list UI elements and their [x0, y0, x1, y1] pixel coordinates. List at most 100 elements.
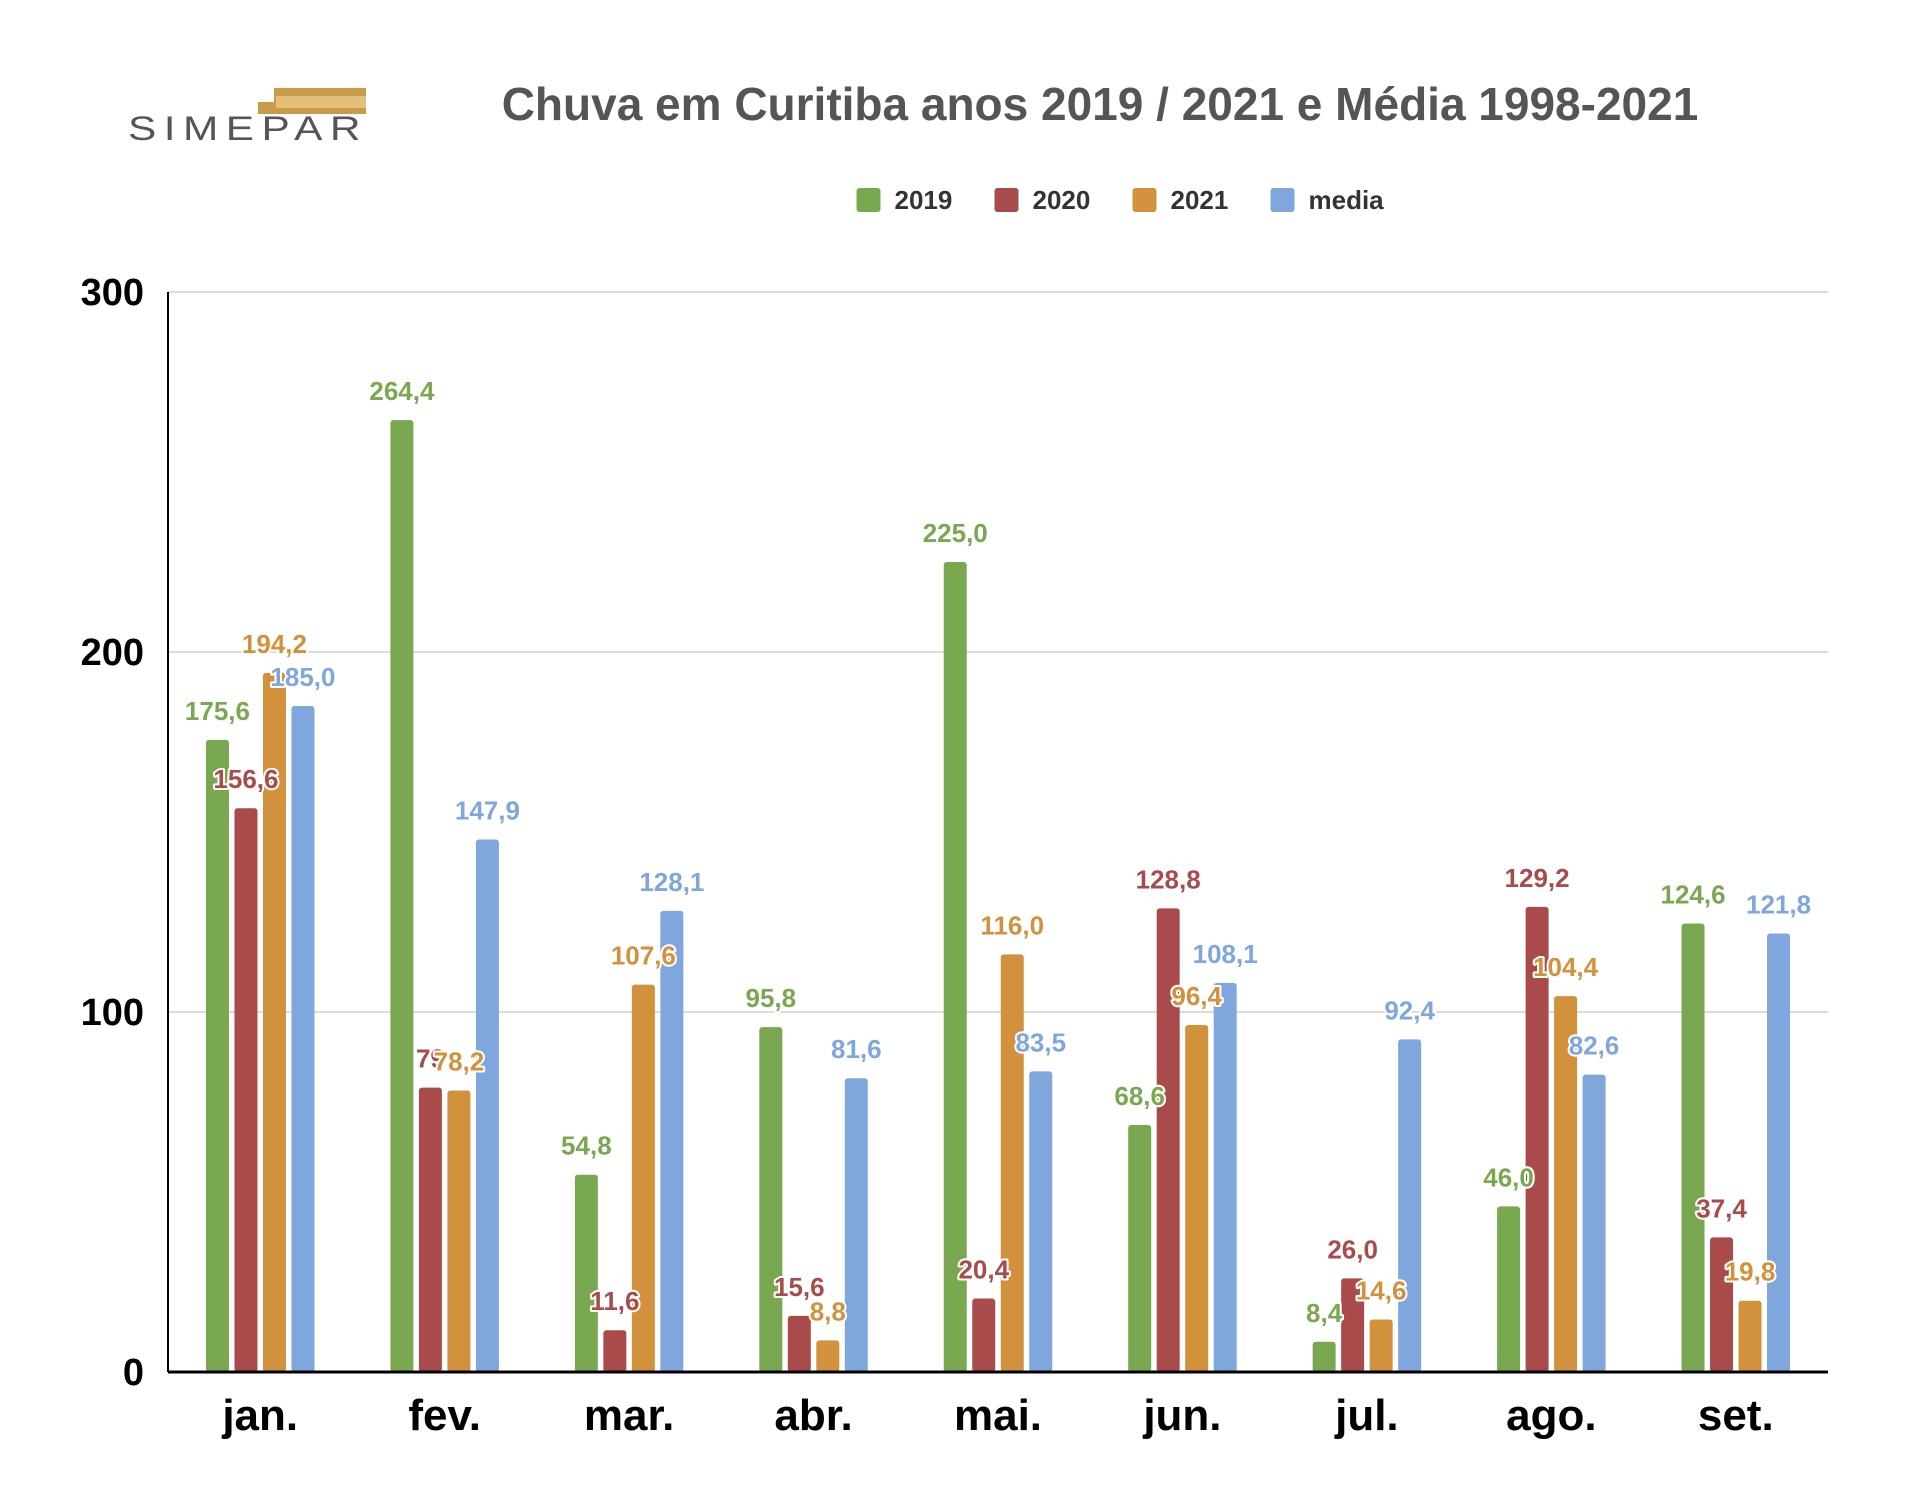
bars	[205, 420, 1791, 1372]
data-label-2021-1: 78,2	[434, 1046, 485, 1076]
legend-swatch-2019	[856, 188, 881, 212]
bar-2021-2	[631, 984, 655, 1372]
bar-media-3	[844, 1078, 868, 1372]
data-label-2019-6: 8,4	[1306, 1298, 1343, 1328]
x-tick-label: ago.	[1506, 1391, 1596, 1440]
bar-2021-1	[447, 1090, 471, 1372]
x-tick-label: set.	[1698, 1391, 1774, 1440]
logo-mark-cut	[258, 88, 274, 102]
x-tick-label: fev.	[408, 1391, 481, 1440]
data-label-2020-3: 15,6	[774, 1272, 825, 1302]
data-label-media-0: 185,0	[270, 662, 335, 692]
data-label-media-2: 128,1	[639, 867, 704, 897]
bar-2019-5	[1128, 1125, 1152, 1372]
x-tick-label: mai.	[954, 1391, 1042, 1440]
simepar-logo: SIMEPAR	[128, 88, 368, 148]
bar-2020-0	[234, 808, 258, 1372]
data-label-2020-8: 37,4	[1696, 1193, 1747, 1223]
data-label-2019-7: 46,0	[1483, 1162, 1534, 1192]
bar-2020-6	[1341, 1278, 1365, 1372]
bar-2020-7	[1525, 906, 1549, 1372]
bar-media-6	[1398, 1039, 1422, 1372]
data-label-media-1: 147,9	[455, 796, 520, 826]
data-label-2021-5: 96,4	[1171, 981, 1222, 1011]
bar-2021-6	[1369, 1319, 1393, 1372]
data-label-media-8: 121,8	[1746, 890, 1811, 920]
bar-2019-8	[1681, 923, 1705, 1372]
data-label-2019-2: 54,8	[561, 1131, 612, 1161]
legend: 2019 2020 2021 media	[856, 185, 1385, 215]
data-label-2019-4: 225,0	[923, 518, 988, 548]
bar-2021-8	[1738, 1300, 1762, 1372]
bar-media-8	[1767, 933, 1791, 1372]
data-label-2020-2: 11,6	[590, 1286, 639, 1316]
bar-media-2	[660, 910, 684, 1372]
data-label-2021-7: 104,4	[1533, 952, 1599, 982]
bar-2020-8	[1710, 1237, 1734, 1372]
bar-media-1	[475, 839, 499, 1372]
data-label-2020-6: 26,0	[1327, 1234, 1378, 1264]
bar-2021-7	[1554, 996, 1578, 1372]
data-label-media-6: 92,4	[1384, 995, 1435, 1025]
data-label-2020-7: 129,2	[1505, 863, 1570, 893]
data-label-2019-5: 68,6	[1114, 1081, 1165, 1111]
bar-2020-3	[787, 1315, 811, 1372]
data-label-2021-8: 19,8	[1725, 1257, 1776, 1287]
bar-media-0	[291, 706, 315, 1372]
bar-2019-2	[574, 1174, 598, 1372]
data-label-media-5: 108,1	[1193, 939, 1258, 969]
legend-swatch-2020	[994, 188, 1019, 212]
data-label-2020-0: 156,6	[213, 764, 278, 794]
legend-swatch-media	[1270, 188, 1295, 212]
x-axis-ticks: jan. fev. mar. abr. mai. jun. jul. ago. set.	[221, 1391, 1773, 1440]
x-tick-label: abr.	[774, 1391, 852, 1440]
y-tick-label: 100	[81, 992, 144, 1034]
bar-media-7	[1582, 1074, 1606, 1372]
data-label-2021-0: 194,2	[242, 629, 307, 659]
data-label-2021-4: 116,0	[980, 910, 1044, 940]
grid	[168, 291, 1828, 1013]
y-axis-ticks: 0 100 200 300	[81, 272, 144, 1394]
y-tick-label: 0	[123, 1352, 144, 1394]
data-label-media-3: 81,6	[831, 1034, 882, 1064]
x-tick-label: mar.	[584, 1391, 675, 1440]
data-label-2020-4: 20,4	[958, 1255, 1009, 1285]
x-tick-label: jul.	[1334, 1391, 1399, 1440]
bar-media-5	[1213, 982, 1237, 1372]
logo-mark-inner	[276, 96, 366, 108]
bar-2021-3	[816, 1340, 840, 1372]
bar-2019-3	[759, 1027, 783, 1372]
legend-swatch-2021	[1132, 188, 1157, 212]
bar-2019-0	[205, 739, 229, 1372]
data-label-media-7: 82,6	[1569, 1031, 1620, 1061]
data-label-2021-3: 8,8	[810, 1296, 846, 1326]
legend-label-2019: 2019	[895, 185, 953, 215]
data-label-2021-2: 107,6	[611, 941, 676, 971]
bar-2019-1	[390, 420, 414, 1372]
bar-2020-1	[418, 1087, 442, 1372]
y-tick-label: 300	[81, 272, 144, 314]
data-label-2020-5: 128,8	[1136, 864, 1201, 894]
bar-2020-2	[603, 1330, 627, 1372]
bar-2021-4	[1000, 954, 1024, 1372]
data-label-2019-3: 95,8	[746, 983, 797, 1013]
data-label-2021-6: 14,6	[1356, 1275, 1407, 1305]
x-tick-label: jun.	[1142, 1391, 1221, 1440]
bar-2019-7	[1497, 1206, 1521, 1372]
bar-2019-4	[943, 562, 967, 1372]
logo-text: SIMEPAR	[128, 110, 368, 148]
data-label-media-4: 83,5	[1015, 1027, 1066, 1057]
legend-label-media: media	[1309, 185, 1385, 215]
data-label-2019-1: 264,4	[369, 376, 435, 406]
bar-2021-5	[1185, 1024, 1209, 1372]
chart-title: Chuva em Curitiba anos 2019 / 2021 e Méd…	[502, 78, 1699, 130]
legend-label-2020: 2020	[1033, 185, 1091, 215]
y-tick-label: 200	[81, 632, 144, 674]
x-tick-label: jan.	[221, 1391, 298, 1440]
bar-2020-4	[972, 1298, 996, 1372]
data-label-2020-1: 79	[416, 1044, 445, 1074]
bar-2021-0	[262, 672, 286, 1372]
